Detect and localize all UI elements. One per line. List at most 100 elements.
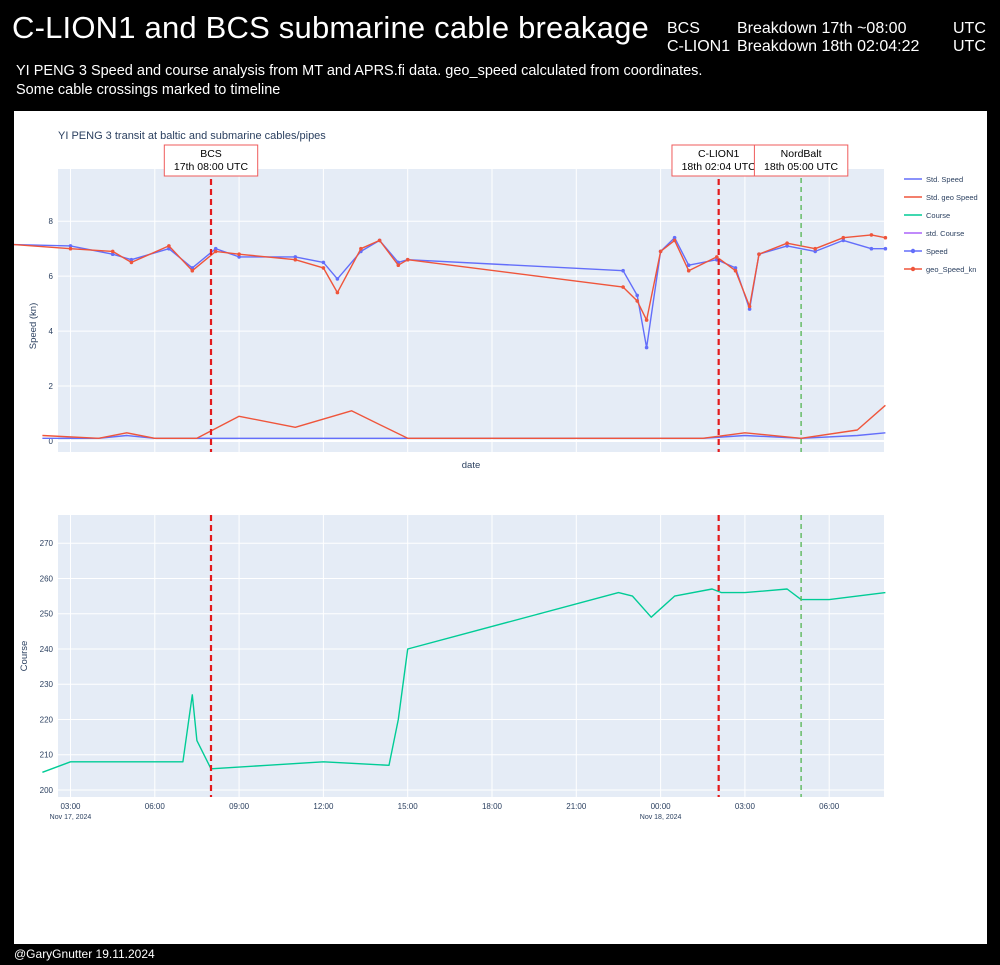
x-tick-label: 15:00: [398, 802, 419, 811]
legend-marker: [910, 266, 916, 272]
data-point-geo-speed-kn: [68, 246, 73, 251]
data-point-geo-speed-kn: [785, 241, 789, 245]
data-point-geo-speed-kn: [672, 238, 677, 243]
data-point-speed: [672, 235, 677, 240]
x-tick-date-label: Nov 18, 2024: [640, 814, 682, 821]
speed-chart-ylabel: Speed (kn): [28, 303, 39, 349]
data-point-geo-speed-kn: [813, 246, 817, 251]
legend-label: Std. geo Speed: [926, 193, 978, 202]
data-point-geo-speed-kn: [405, 257, 410, 262]
data-point-geo-speed-kn: [167, 244, 171, 248]
y-tick-label: 0: [49, 437, 54, 446]
breakdown-times: BCS Breakdown 17th ~08:00 UTC C-LION1 Br…: [667, 20, 986, 56]
legend-label: geo_Speed_kn: [926, 265, 976, 274]
data-point-speed: [747, 307, 752, 311]
data-point-geo-speed-kn: [335, 290, 340, 295]
data-point-geo-speed-kn: [883, 235, 888, 240]
annotation-box: [753, 144, 849, 177]
chart-panel: YI PENG 3 transit at baltic and submarin…: [0, 111, 987, 944]
data-point-geo-speed-kn: [321, 266, 326, 270]
speed-chart-xlabel: date: [462, 460, 481, 471]
data-point-geo-speed-kn: [129, 260, 134, 265]
data-point-speed: [110, 252, 115, 256]
x-tick-label: 21:00: [566, 802, 587, 811]
x-tick-label: 12:00: [313, 802, 334, 811]
subtitle-line-2: Some cable crossings marked to timeline: [16, 82, 281, 98]
data-point-speed: [129, 257, 134, 262]
data-point-geo-speed-kn: [658, 249, 663, 254]
breakdown-tz: UTC: [953, 20, 986, 37]
data-point-geo-speed-kn: [190, 268, 195, 273]
data-point-geo-speed-kn: [733, 268, 738, 273]
series-line-geo-speed-kn: [0, 234, 886, 321]
data-point-speed: [213, 246, 218, 251]
y-tick-label: 6: [49, 272, 54, 281]
x-tick-label: 00:00: [651, 802, 672, 811]
data-point-speed: [644, 345, 649, 350]
data-point-speed: [869, 246, 874, 251]
data-point-geo-speed-kn: [635, 299, 639, 303]
breakdown-time: Breakdown 18th 02:04:22: [737, 38, 920, 55]
data-point-speed: [813, 249, 817, 254]
y-tick-label: 210: [40, 751, 54, 760]
breakdown-row-clion1: C-LION1 Breakdown 18th 02:04:22 UTC: [667, 38, 986, 56]
data-point-geo-speed-kn: [237, 252, 241, 256]
series-line-course: [42, 588, 886, 773]
data-point-geo-speed-kn: [110, 249, 115, 254]
data-point-geo-speed-kn: [644, 318, 649, 322]
page-subtitle: YI PENG 3 Speed and course analysis from…: [16, 62, 702, 100]
data-point-geo-speed-kn: [359, 246, 363, 251]
y-tick-label: 270: [40, 539, 54, 548]
breakdown-cable-name: BCS: [667, 20, 700, 37]
page-title: C-LION1 and BCS submarine cable breakage: [12, 10, 649, 45]
data-point-geo-speed-kn: [377, 238, 382, 243]
y-tick-label: 8: [49, 217, 54, 226]
annotation-label-cable: BCS: [200, 148, 222, 160]
x-tick-label: 18:00: [482, 802, 503, 811]
data-point-geo-speed-kn: [213, 249, 218, 254]
data-point-speed: [621, 268, 625, 273]
annotation-label-cable: NordBalt: [781, 148, 822, 160]
data-point-speed: [841, 238, 846, 243]
x-tick-label: 09:00: [229, 802, 250, 811]
y-tick-label: 260: [40, 574, 54, 583]
data-point-geo-speed-kn: [396, 263, 401, 267]
author-credit: @GaryGnutter 19.11.2024: [14, 947, 155, 961]
data-point-geo-speed-kn: [757, 252, 761, 256]
data-point-speed: [335, 277, 340, 281]
data-point-geo-speed-kn: [747, 304, 752, 309]
data-point-speed: [785, 244, 789, 248]
data-point-speed: [686, 263, 691, 267]
x-tick-label: 03:00: [60, 802, 81, 811]
data-point-speed: [635, 293, 639, 298]
breakdown-row-bcs: BCS Breakdown 17th ~08:00 UTC: [667, 20, 986, 38]
y-tick-label: 250: [40, 610, 54, 619]
speed-chart-title: YI PENG 3 transit at baltic and submarin…: [58, 130, 326, 142]
data-point-speed: [321, 260, 326, 265]
course-chart-ylabel: Course: [19, 641, 30, 672]
series-line-std-geo-speed: [42, 404, 886, 439]
y-tick-label: 240: [40, 645, 54, 654]
subtitle-line-1: YI PENG 3 Speed and course analysis from…: [16, 63, 703, 79]
y-tick-label: 230: [40, 680, 54, 689]
x-tick-date-label: Nov 17, 2024: [50, 814, 92, 821]
data-point-speed: [237, 255, 241, 259]
breakdown-time: Breakdown 17th ~08:00: [737, 20, 907, 37]
data-point-geo-speed-kn: [621, 285, 625, 289]
legend-label: std. Course: [926, 229, 964, 238]
data-point-geo-speed-kn: [715, 255, 719, 259]
legend-marker: [910, 248, 916, 254]
x-tick-label: 03:00: [735, 802, 756, 811]
y-tick-label: 4: [49, 327, 54, 336]
annotation-box: [163, 144, 259, 177]
data-point-speed: [293, 255, 298, 259]
annotation-label-time: 17th 08:00 UTC: [174, 161, 249, 173]
course-plot-background: [58, 515, 884, 797]
annotation-label-time: 18th 05:00 UTC: [764, 161, 839, 173]
annotation-label-time: 18th 02:04 UTC: [682, 161, 757, 173]
data-point-speed: [733, 266, 738, 270]
data-point-geo-speed-kn: [869, 233, 874, 237]
legend-label: Speed: [926, 247, 948, 256]
y-tick-label: 200: [40, 786, 54, 795]
breakdown-cable-name: C-LION1: [667, 38, 731, 55]
